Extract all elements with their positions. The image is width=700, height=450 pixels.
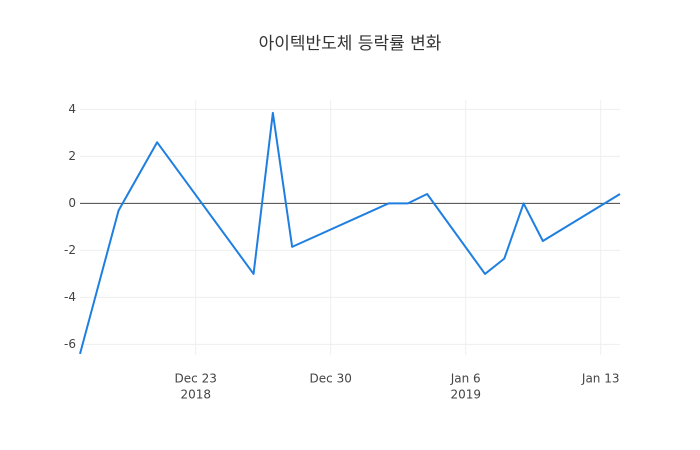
y-tick-label: 2 [68,149,76,163]
y-tick-label: 0 [68,196,76,210]
chart-title: 아이텍반도체 등락률 변화 [259,34,442,54]
x-tick-label: Dec 30 [310,372,352,386]
x-tick-label: Jan 13 [581,372,620,386]
data-line [79,111,621,355]
x-tick-label: Jan 6 [450,372,481,386]
y-tick-label: 4 [68,102,76,116]
y-tick-label: -4 [64,290,76,304]
y-tick-label: -6 [64,337,76,351]
x-tick-year: 2018 [180,388,211,402]
x-tick-label: Dec 23 [175,372,217,386]
y-tick-label: -2 [64,243,76,257]
x-tick-year: 2019 [450,388,481,402]
